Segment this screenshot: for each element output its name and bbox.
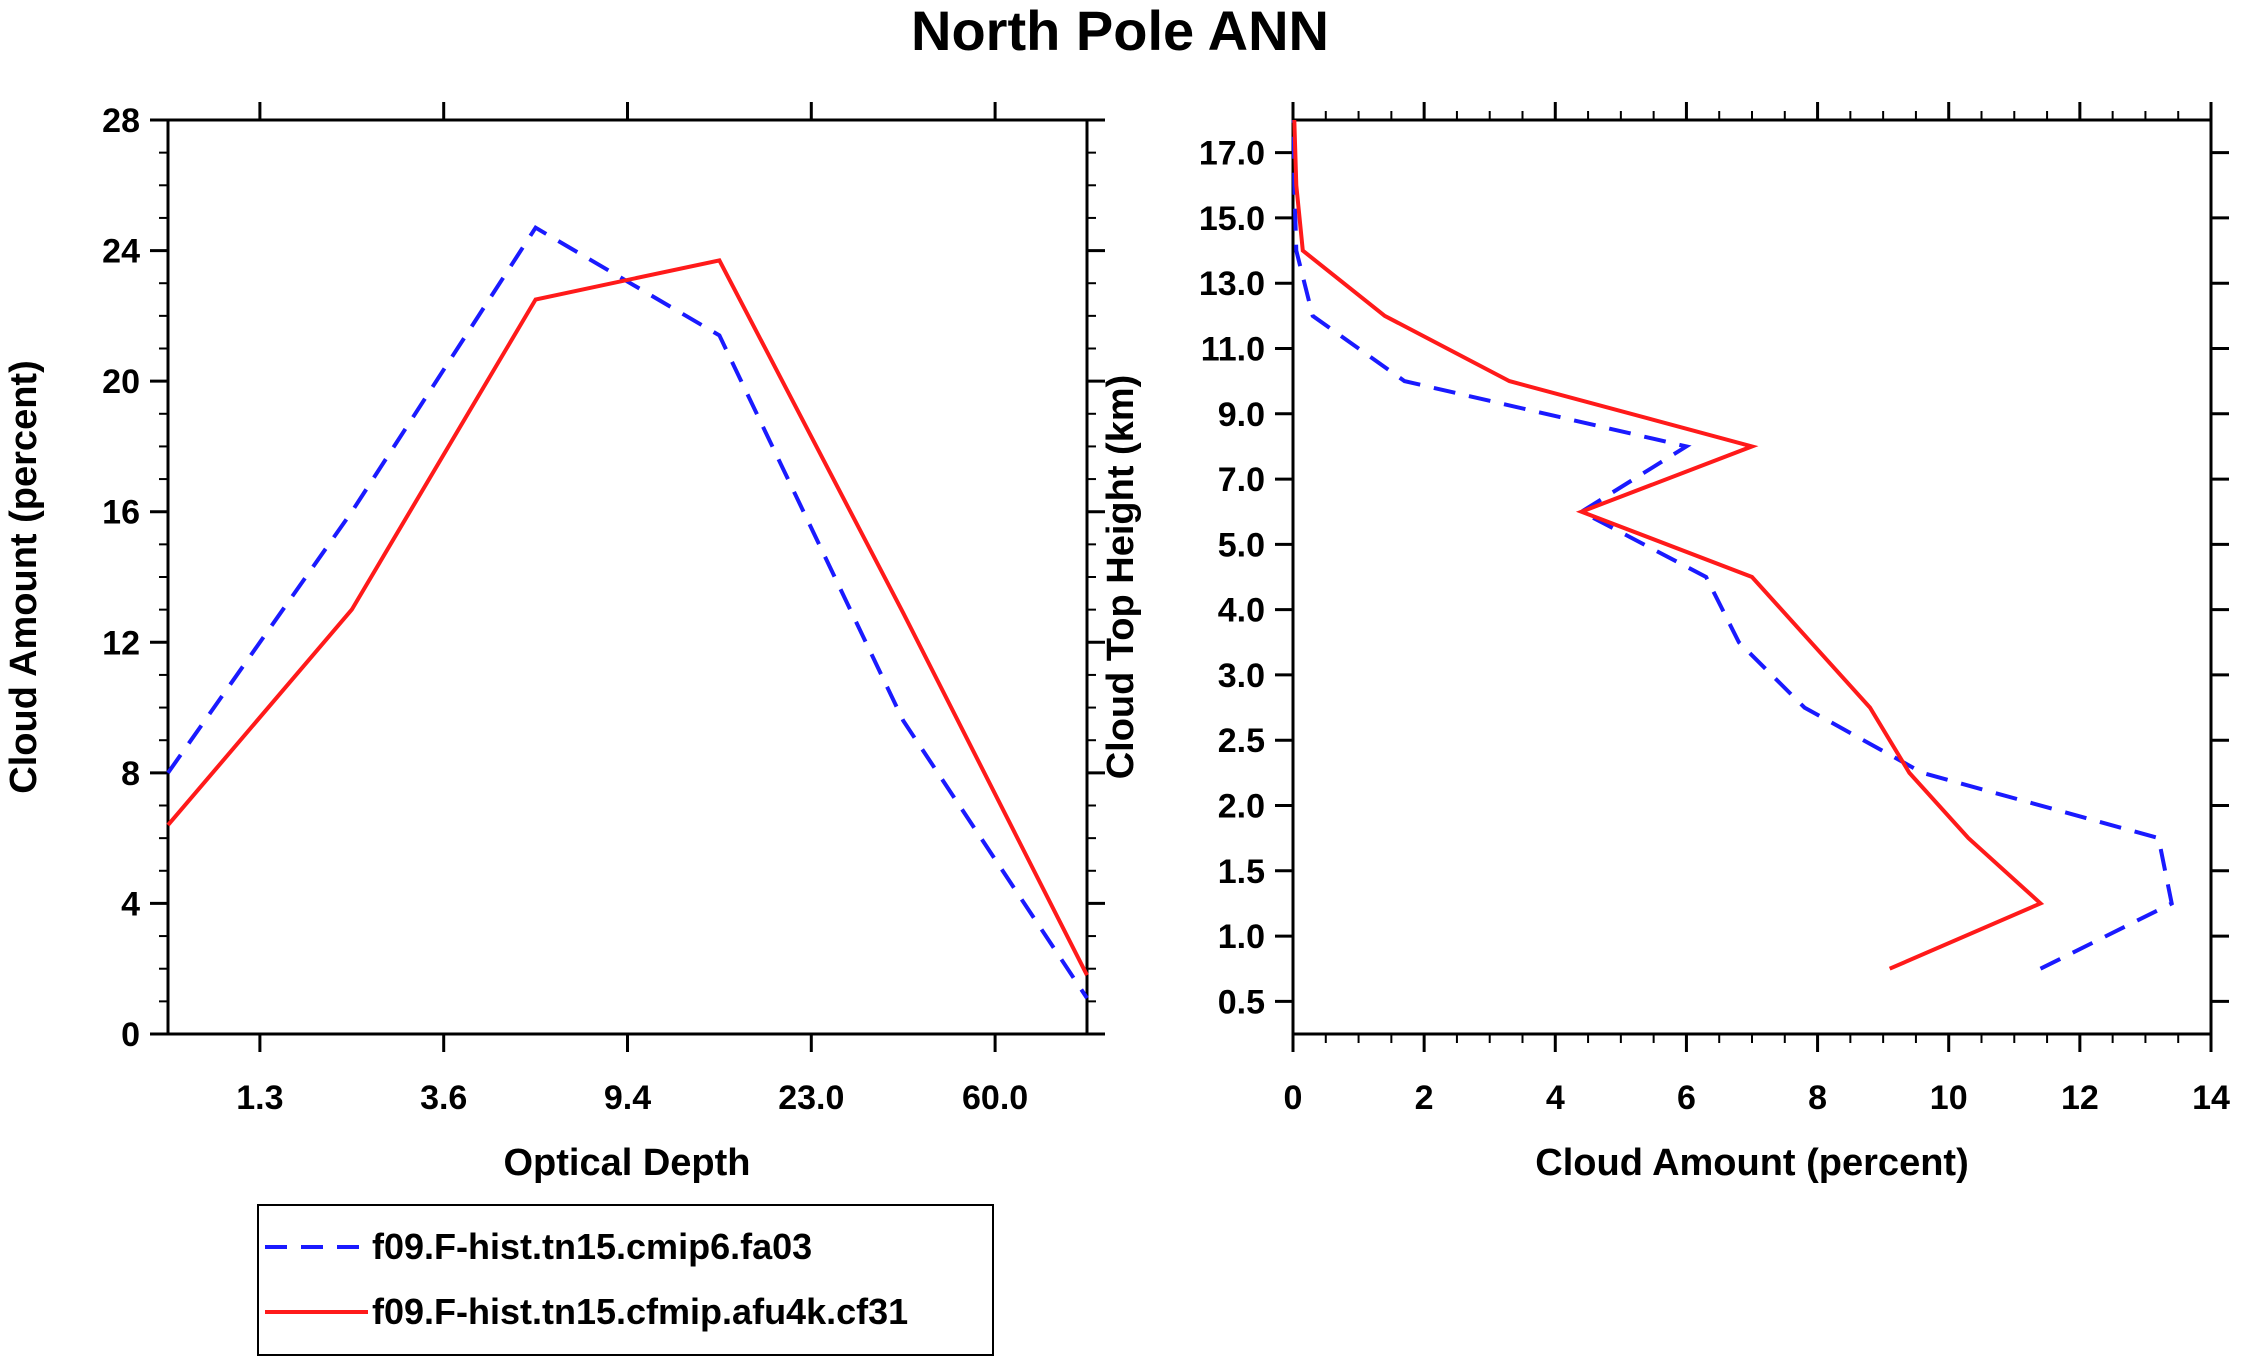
right-series-line-2 [1292, 119, 2045, 971]
right-y-tick-label: 1.0 [1218, 918, 1265, 956]
right-y-tick-label: 5.0 [1218, 526, 1265, 564]
right-x-tick-label: 2 [1415, 1079, 1434, 1117]
right-y-tick-label: 4.0 [1218, 592, 1265, 630]
chart-title: North Pole ANN [911, 0, 1329, 62]
right-series-line-1 [1291, 119, 2174, 971]
left-y-tick-label: 8 [121, 755, 140, 793]
left-x-tick-label: 60.0 [962, 1079, 1028, 1117]
right-x-axis-label: Cloud Amount (percent) [1535, 1142, 1968, 1184]
left-y-tick-label: 28 [102, 102, 140, 140]
right-y-tick-label: 11.0 [1201, 331, 1265, 369]
legend-label-series-1: f09.F-hist.tn15.cmip6.fa03 [372, 1226, 812, 1267]
left-y-tick-label: 4 [121, 885, 140, 923]
left-y-tick-label: 0 [121, 1016, 140, 1054]
right-chart-panel: 0 2 4 6 8 10 12 14 0.5 1.0 1.5 2.0 2.5 3.0 4.0 5.0 7.0 9.… [1100, 102, 2230, 1184]
right-y-tick-label: 1.5 [1218, 853, 1265, 891]
right-x-tick-label: 8 [1808, 1079, 1827, 1117]
left-y-tick-label: 24 [102, 233, 140, 271]
right-x-tick-label: 4 [1546, 1079, 1565, 1117]
left-plot-frame [166, 118, 1089, 1036]
right-x-tick-label: 12 [2061, 1079, 2099, 1117]
right-y-tick-label: 7.0 [1218, 461, 1265, 499]
left-y-tick-label: 20 [102, 363, 140, 401]
right-y-tick-label: 2.0 [1218, 788, 1265, 826]
right-x-tick-label: 6 [1677, 1079, 1696, 1117]
left-x-tick-label: 9.4 [604, 1079, 651, 1117]
right-y-tick-label: 9.0 [1218, 396, 1265, 434]
legend: f09.F-hist.tn15.cmip6.fa03 f09.F-hist.tn… [257, 1204, 994, 1356]
legend-box [257, 1204, 994, 1356]
left-y-tick-label: 16 [102, 494, 140, 532]
right-x-tick-label: 10 [1930, 1079, 1968, 1117]
left-chart-panel: 0 4 8 12 16 20 24 28 1.3 3.6 9.4 23.0 60.0 Optical D… [3, 102, 1105, 1184]
left-y-axis-label: Cloud Amount (percent) [3, 360, 45, 793]
left-x-tick-label: 3.6 [420, 1079, 467, 1117]
right-y-tick-label: 13.0 [1199, 265, 1265, 303]
left-x-tick-label: 23.0 [778, 1079, 844, 1117]
left-series-line-1 [166, 225, 1089, 1000]
right-y-axis-label: Cloud Top Height (km) [1100, 375, 1142, 780]
left-x-tick-label: 1.3 [236, 1079, 283, 1117]
right-y-tick-label: 3.0 [1218, 657, 1265, 695]
right-y-tick-label: 2.5 [1218, 722, 1265, 760]
right-x-tick-label: 14 [2192, 1079, 2230, 1117]
legend-label-series-2: f09.F-hist.tn15.cfmip.afu4k.cf31 [372, 1291, 908, 1332]
left-x-axis-label: Optical Depth [503, 1142, 750, 1184]
right-y-tick-label: 17.0 [1199, 135, 1265, 173]
left-series-line-2 [166, 258, 1089, 977]
right-y-tick-label: 0.5 [1218, 983, 1265, 1021]
right-y-tick-label: 15.0 [1199, 200, 1265, 238]
right-x-tick-label: 0 [1284, 1079, 1303, 1117]
left-y-tick-label: 12 [102, 624, 140, 662]
